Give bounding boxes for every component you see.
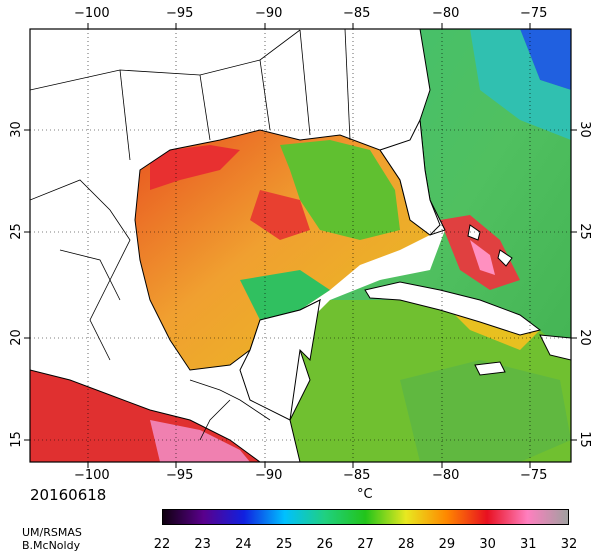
lat-label-left: 15 xyxy=(8,431,24,448)
hispaniola-land xyxy=(539,334,571,361)
cuba-land xyxy=(364,281,542,336)
lon-label-bottom: −85 xyxy=(343,468,371,483)
colorbar-tick-label: 23 xyxy=(194,537,211,552)
colorbar-tick-label: 25 xyxy=(275,537,293,552)
map-date: 20160618 xyxy=(30,486,107,504)
lat-label-right: 30 xyxy=(576,121,592,138)
colorbar-tick-label: 24 xyxy=(235,537,252,552)
lat-label-left: 20 xyxy=(8,329,24,346)
colorbar-tick-label: 30 xyxy=(479,537,496,552)
lat-label-right: 15 xyxy=(576,431,592,448)
temperature-colorbar xyxy=(162,509,569,525)
colorbar-tick-label: 32 xyxy=(560,537,578,552)
lon-label-bottom: −80 xyxy=(432,468,460,483)
jamaica-land xyxy=(474,361,506,376)
colorbar-tick-label: 29 xyxy=(438,537,456,552)
colorbar-tick-label: 28 xyxy=(397,537,415,552)
colorbar-tick-label: 31 xyxy=(520,537,537,552)
map-frame xyxy=(29,28,572,463)
credit-line-1: UM/RSMAS xyxy=(22,526,82,539)
lon-label-top: −90 xyxy=(255,6,283,21)
colorbar-tick-label: 27 xyxy=(357,537,374,552)
lon-label-top: −85 xyxy=(343,6,371,21)
lon-label-top: −75 xyxy=(520,6,548,21)
lat-label-right: 20 xyxy=(576,329,592,346)
colorbar-tick-label: 22 xyxy=(153,537,171,552)
mexico-land xyxy=(30,29,446,462)
lat-label-left: 30 xyxy=(8,121,24,138)
unit-label: °C xyxy=(357,487,373,502)
lon-label-top: −80 xyxy=(432,6,460,21)
lat-label-left: 25 xyxy=(8,223,24,240)
lon-label-top: −95 xyxy=(166,6,194,21)
lon-label-top: −100 xyxy=(74,6,110,21)
credit-line-2: B.McNoldy xyxy=(22,539,81,552)
lon-label-bottom: −75 xyxy=(520,468,548,483)
graticule xyxy=(30,29,571,462)
colorbar-tick-label: 26 xyxy=(316,537,334,552)
lat-label-right: 25 xyxy=(576,223,592,240)
yucatan-land xyxy=(239,299,321,421)
lon-label-bottom: −95 xyxy=(166,468,194,483)
lon-label-bottom: −100 xyxy=(74,468,110,483)
lon-label-bottom: −90 xyxy=(255,468,283,483)
